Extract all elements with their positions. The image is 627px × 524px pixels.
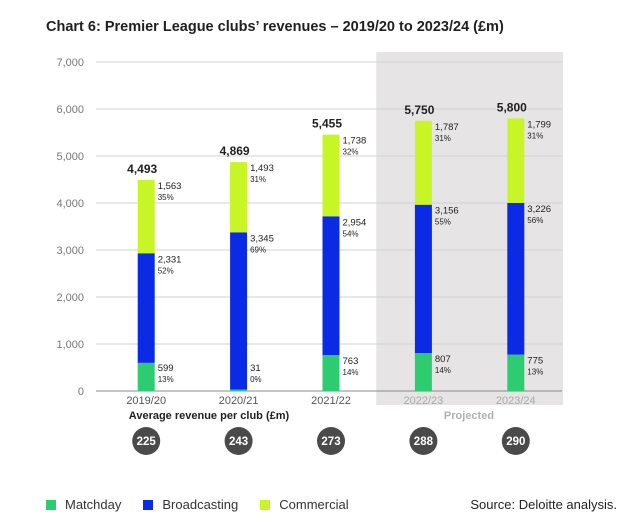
x-tick-label: 2021/22 (311, 395, 351, 407)
bar-segment-commercial (507, 118, 525, 203)
bar-segment-broadcasting (137, 253, 155, 363)
segment-value-label: 1,799 (527, 119, 551, 130)
segment-value-label: 1,738 (343, 136, 367, 147)
legend-label-broadcasting: Broadcasting (162, 497, 239, 512)
segment-value-label: 775 (527, 356, 543, 367)
bar-segment-commercial (322, 134, 340, 217)
x-tick-label: 2019/20 (126, 395, 166, 407)
bar-segment-broadcasting (414, 204, 432, 354)
segment-value-label: 3,156 (435, 206, 459, 217)
segment-percent-label: 54% (343, 229, 359, 238)
segment-value-label: 599 (158, 363, 174, 374)
avg-revenue-heading: Average revenue per club (£m) (129, 410, 290, 422)
total-label: 5,455 (312, 117, 342, 131)
total-label: 4,493 (127, 162, 157, 176)
legend-swatch-broadcasting (143, 499, 154, 510)
legend-item-broadcasting: Broadcasting (143, 497, 238, 512)
chart-title: Chart 6: Premier League clubs’ revenues … (46, 19, 504, 35)
avg-revenue-value: 288 (414, 436, 434, 448)
bar-segment-matchday (322, 355, 340, 391)
x-tick-label: 2020/21 (219, 395, 259, 407)
avg-revenue-badge (317, 427, 345, 455)
segment-percent-label: 52% (158, 266, 174, 275)
x-tick-label: 2022/23 (404, 395, 444, 407)
segment-percent-label: 32% (343, 148, 359, 157)
total-label: 5,750 (404, 103, 434, 117)
avg-revenue-badge (132, 427, 161, 455)
avg-revenue-value: 290 (506, 436, 525, 448)
bar-segment-matchday (230, 389, 248, 391)
bar-segment-broadcasting (230, 232, 248, 390)
segment-value-label: 1,563 (158, 181, 182, 192)
segment-percent-label: 13% (158, 375, 174, 384)
bar-segment-commercial (414, 120, 432, 205)
segment-percent-label: 13% (527, 368, 543, 377)
y-tick-label: 1,000 (56, 339, 84, 351)
segment-value-label: 31 (250, 363, 261, 374)
avg-revenue-value: 243 (229, 436, 248, 448)
bar-segment-matchday (414, 353, 432, 391)
segment-percent-label: 14% (343, 368, 359, 377)
projected-heading: Projected (444, 410, 494, 422)
legend: Matchday Broadcasting Commercial (46, 497, 371, 512)
bar-segment-commercial (230, 162, 248, 233)
segment-value-label: 763 (343, 356, 359, 367)
bar-segment-broadcasting (507, 202, 525, 355)
legend-label-matchday: Matchday (65, 497, 122, 512)
legend-item-commercial: Commercial (260, 497, 349, 512)
segment-value-label: 3,345 (250, 233, 274, 244)
segment-value-label: 1,493 (250, 163, 274, 174)
segment-percent-label: 14% (435, 366, 451, 375)
segment-percent-label: 56% (527, 216, 543, 225)
y-tick-label: 2,000 (56, 292, 84, 304)
bar-segment-matchday (507, 354, 525, 391)
legend-swatch-matchday (46, 499, 56, 510)
avg-revenue-badge (224, 427, 253, 455)
segment-value-label: 807 (435, 354, 451, 365)
segment-percent-label: 31% (250, 175, 266, 184)
segment-percent-label: 69% (250, 245, 266, 254)
segment-value-label: 1,787 (435, 122, 459, 133)
segment-value-label: 3,226 (527, 204, 551, 215)
legend-label-commercial: Commercial (279, 497, 349, 512)
segment-percent-label: 31% (527, 131, 543, 140)
avg-revenue-badge (501, 427, 530, 455)
legend-swatch-commercial (260, 499, 271, 510)
source-note: Source: Deloitte analysis. (470, 497, 617, 512)
total-label: 5,800 (497, 100, 527, 114)
segment-percent-label: 55% (435, 218, 451, 227)
total-label: 4,869 (220, 144, 250, 158)
segment-percent-label: 35% (158, 193, 174, 202)
avg-revenue-badge (409, 427, 438, 455)
segment-value-label: 2,331 (158, 254, 182, 265)
avg-revenue-value: 273 (321, 436, 340, 448)
bar-segment-commercial (137, 179, 155, 254)
y-tick-label: 6,000 (56, 104, 84, 116)
x-tick-label: 2023/24 (496, 395, 536, 407)
y-tick-label: 5,000 (56, 151, 84, 163)
y-tick-label: 4,000 (56, 198, 84, 210)
segment-percent-label: 0% (250, 375, 262, 384)
y-tick-label: 0 (78, 386, 84, 398)
legend-item-matchday: Matchday (46, 497, 121, 512)
y-tick-label: 3,000 (56, 245, 84, 257)
segment-value-label: 2,954 (343, 217, 367, 228)
y-tick-label: 7,000 (56, 57, 84, 69)
bar-segment-matchday (137, 362, 155, 391)
bar-segment-broadcasting (322, 216, 340, 356)
segment-percent-label: 31% (435, 134, 451, 143)
projected-band (376, 52, 563, 405)
avg-revenue-value: 225 (137, 436, 157, 448)
